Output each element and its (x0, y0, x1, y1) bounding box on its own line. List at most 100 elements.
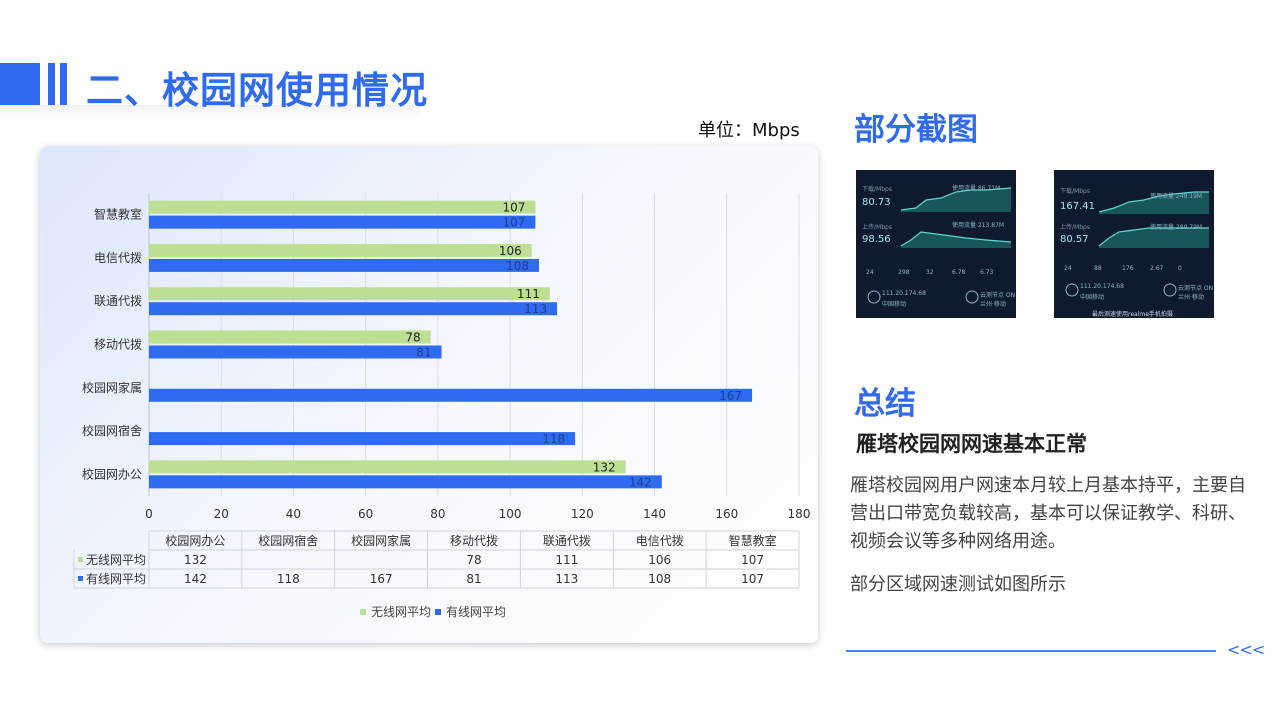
down-value: 80.73 (862, 197, 891, 208)
test-node: 云测节点 ON (980, 292, 1016, 299)
footer-arrows: <<< (1227, 640, 1265, 659)
stat-value: 298 (898, 269, 910, 276)
x-tick-label: 0 (145, 507, 153, 521)
bar-label-wireless: 106 (499, 244, 522, 258)
x-tick-label: 20 (214, 507, 229, 521)
carrier: 中国移动 (882, 301, 907, 308)
table-header: 校园网家属 (351, 533, 411, 548)
title-accent-block (0, 63, 40, 105)
stat-value: 88 (1094, 265, 1102, 272)
table-cell: 107 (741, 553, 764, 567)
down-label: 下载/Mbps (862, 186, 892, 193)
bar-wired (149, 432, 576, 446)
test-city: 兰州·移动 (1178, 294, 1204, 301)
up-value: 98.56 (862, 234, 891, 245)
y-category-label: 智慧教室 (94, 207, 142, 222)
used-traffic-1: 使用流量 249.19M (1150, 193, 1203, 200)
bar-label-wireless: 111 (517, 287, 540, 301)
table-cell: 78 (466, 553, 481, 567)
ip-address: 111.20.174.68 (882, 290, 926, 297)
x-tick-label: 40 (286, 507, 301, 521)
legend-label-wired: 有线网平均 (446, 605, 506, 619)
x-tick-label: 100 (499, 507, 522, 521)
up-label: 上传/Mbps (1060, 224, 1090, 231)
summary-subtitle: 雁塔校园网网速基本正常 (856, 432, 1087, 456)
bar-label-wired: 142 (629, 475, 652, 489)
test-city: 兰州·移动 (980, 301, 1006, 308)
bar-label-wireless: 132 (593, 460, 616, 474)
table-cell: 111 (555, 553, 578, 567)
table-header: 联通代拨 (543, 534, 591, 548)
x-tick-label: 180 (788, 507, 811, 521)
carrier: 中国移动 (1080, 294, 1105, 301)
speedtest-screenshot-1: 下载/Mbps 80.73 上传/Mbps 98.56 使用流量 86.71M … (856, 170, 1016, 318)
bar-label-wired: 108 (506, 259, 529, 273)
ip-address: 111.20.174.68 (1080, 283, 1124, 290)
chart-card: 0 20 40 60 80 100 120 140 160 180 校园网办公 132 142 校园网宿舍… (40, 146, 818, 643)
stat-value: 6.73 (980, 269, 994, 276)
x-tick-label: 80 (430, 507, 445, 521)
bar-wired (149, 258, 539, 272)
bar-label-wired: 167 (719, 389, 742, 403)
summary-title: 总结 (854, 386, 916, 422)
title-shadow (0, 105, 420, 117)
bar-wireless (149, 460, 626, 474)
table-cell: 167 (370, 572, 393, 586)
table-cell: 108 (648, 572, 671, 586)
table-header: 移动代拨 (450, 534, 498, 548)
stat-value: 2.67 (1150, 265, 1164, 272)
stat-value: 24 (866, 269, 874, 276)
speedtest-graph (1065, 191, 1209, 297)
speedtest-graph (867, 187, 1012, 304)
bar-wired (149, 345, 442, 359)
bar-label-wired: 118 (542, 432, 565, 446)
screenshot-caption: 最后测速使用realme手机拍摄 (1092, 311, 1173, 318)
table-series-name: 无线网平均 (86, 553, 146, 567)
table-legend-key (78, 557, 83, 562)
page-title: 二、校园网使用情况 (86, 69, 428, 112)
y-category-label: 电信代拨 (94, 251, 142, 265)
stat-value: 176 (1122, 265, 1134, 272)
legend-label-wireless: 无线网平均 (371, 605, 431, 619)
bar-label-wired: 113 (524, 302, 547, 316)
stat-value: 6.78 (952, 269, 966, 276)
stat-value: 32 (926, 269, 934, 276)
table-header: 校园网办公 (165, 533, 225, 548)
table-header: 校园网宿舍 (258, 533, 318, 548)
x-tick-label: 140 (643, 507, 666, 521)
legend-key-wireless (360, 609, 366, 615)
bar-wired (149, 475, 662, 489)
y-category-label: 校园网家属 (82, 380, 142, 395)
y-category-label: 移动代拨 (94, 338, 142, 352)
y-category-label: 校园网办公 (82, 466, 142, 481)
footer-line (846, 650, 1216, 652)
y-category-label: 校园网宿舍 (82, 423, 142, 438)
bar-wired (149, 215, 536, 229)
table-cell: 132 (184, 553, 207, 567)
table-cell: 113 (555, 572, 578, 586)
down-label: 下载/Mbps (1060, 188, 1090, 195)
table-cell: 142 (184, 572, 207, 586)
table-legend-key (78, 576, 83, 581)
y-category-label: 联通代拨 (94, 294, 142, 308)
test-node: 云测节点 ON (1178, 285, 1214, 292)
bar-label-wireless: 78 (405, 331, 420, 345)
title-accent-bar (60, 63, 67, 105)
bar-wired (149, 302, 558, 316)
table-header: 智慧教室 (729, 533, 777, 548)
bar-wired (149, 388, 753, 402)
table-cell: 106 (648, 553, 671, 567)
x-tick-label: 60 (358, 507, 373, 521)
summary-body: 雁塔校园网用户网速本月较上月基本持平，主要自营出口带宽负载较高，基本可以保证教学… (850, 475, 1246, 552)
table-cell: 107 (741, 572, 764, 586)
table-series-name: 有线网平均 (86, 572, 146, 586)
bar-label-wired: 81 (416, 346, 431, 360)
stat-value: 0 (1178, 265, 1182, 272)
down-value: 167.41 (1060, 201, 1095, 212)
bar-wireless (149, 287, 550, 301)
table-header: 电信代拨 (636, 534, 684, 548)
summary-note: 部分区域网速测试如图所示 (850, 574, 1066, 595)
x-tick-label: 160 (715, 507, 738, 521)
speedtest-screenshot-2: 下载/Mbps 167.41 上传/Mbps 80.57 使用流量 249.19… (1054, 170, 1214, 318)
legend-key-wired (435, 609, 441, 615)
